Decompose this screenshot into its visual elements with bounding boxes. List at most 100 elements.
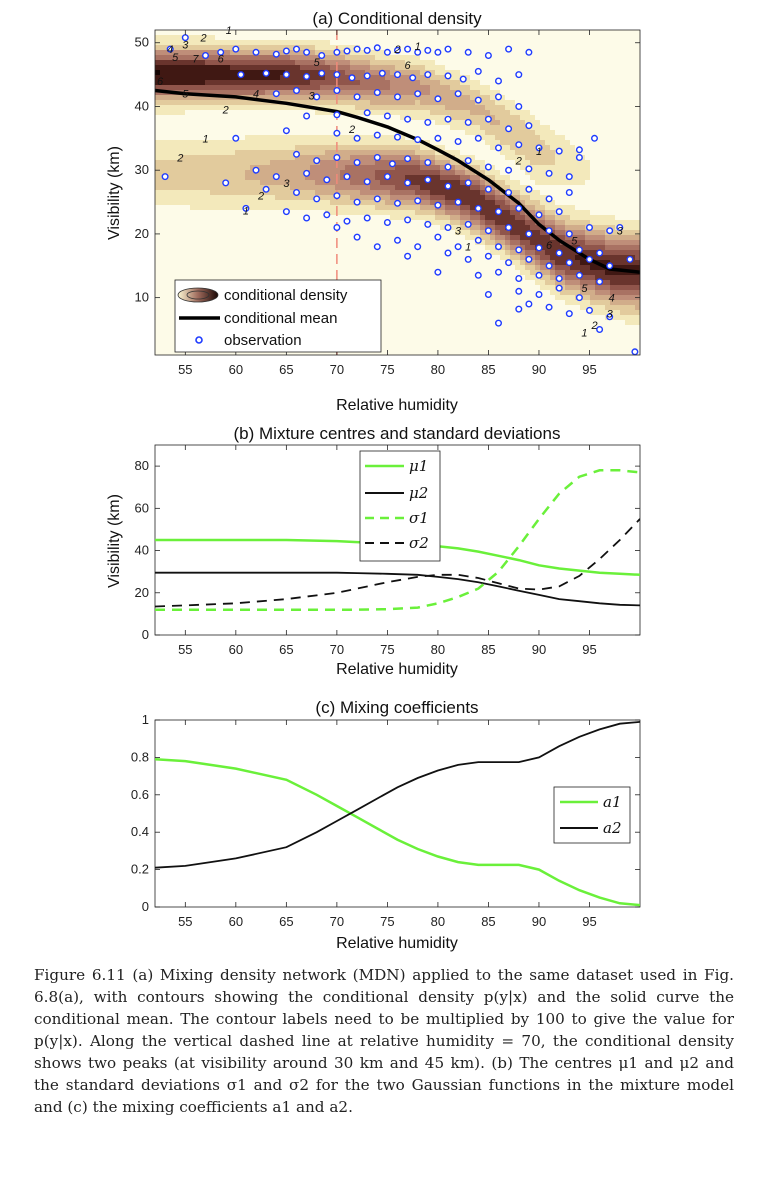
density-cell <box>220 195 226 201</box>
density-cell <box>235 55 241 61</box>
density-cell <box>215 210 221 216</box>
density-cell <box>375 30 381 36</box>
density-cell <box>390 90 396 96</box>
density-cell <box>165 350 171 355</box>
density-cell <box>295 220 301 226</box>
density-cell <box>505 95 511 101</box>
density-cell <box>345 75 351 81</box>
density-cell <box>395 140 401 146</box>
density-cell <box>200 175 206 181</box>
density-cell <box>295 50 301 56</box>
density-cell <box>320 155 326 161</box>
density-cell <box>280 210 286 216</box>
density-cell <box>190 65 196 71</box>
density-cell <box>315 45 321 51</box>
density-cell <box>350 175 356 181</box>
density-cell <box>230 255 236 261</box>
density-cell <box>535 300 541 306</box>
density-cell <box>250 265 256 271</box>
density-cell <box>450 45 456 51</box>
density-cell <box>300 260 306 266</box>
density-cell <box>500 125 506 131</box>
density-cell <box>370 155 376 161</box>
density-cell <box>385 180 391 186</box>
density-cell <box>170 315 176 321</box>
density-cell <box>415 295 421 301</box>
density-cell <box>475 190 481 196</box>
density-cell <box>425 340 431 346</box>
density-cell <box>450 215 456 221</box>
density-cell <box>515 225 521 231</box>
density-cell <box>265 195 271 201</box>
density-cell <box>470 210 476 216</box>
density-cell <box>210 75 216 81</box>
density-cell <box>490 200 496 206</box>
density-cell <box>245 220 251 226</box>
density-cell <box>460 250 466 256</box>
density-cell <box>280 60 286 66</box>
density-cell <box>190 110 196 116</box>
density-cell <box>200 210 206 216</box>
density-cell <box>535 125 541 131</box>
density-cell <box>395 265 401 271</box>
density-cell <box>430 295 436 301</box>
density-cell <box>315 210 321 216</box>
density-cell <box>455 305 461 311</box>
density-cell <box>415 320 421 326</box>
density-cell <box>430 225 436 231</box>
density-cell <box>195 140 201 146</box>
density-cell <box>340 115 346 121</box>
density-cell <box>465 60 471 66</box>
density-cell <box>510 190 516 196</box>
density-cell <box>450 195 456 201</box>
density-cell <box>470 150 476 156</box>
density-cell <box>310 165 316 171</box>
density-cell <box>230 80 236 86</box>
density-cell <box>535 65 541 71</box>
density-cell <box>400 210 406 216</box>
density-cell <box>310 245 316 251</box>
density-cell <box>235 105 241 111</box>
density-cell <box>495 235 501 241</box>
density-cell <box>355 65 361 71</box>
density-cell <box>160 325 166 331</box>
density-cell <box>510 215 516 221</box>
density-cell <box>465 290 471 296</box>
density-cell <box>425 130 431 136</box>
density-cell <box>240 155 246 161</box>
density-cell <box>325 80 331 86</box>
density-cell <box>225 190 231 196</box>
density-cell <box>335 180 341 186</box>
density-cell <box>330 80 336 86</box>
density-cell <box>350 135 356 141</box>
density-cell <box>345 240 351 246</box>
density-cell <box>360 160 366 166</box>
density-cell <box>265 170 271 176</box>
density-cell <box>445 125 451 131</box>
density-cell <box>510 80 516 86</box>
density-cell <box>480 330 486 336</box>
density-cell <box>165 255 171 261</box>
density-cell <box>330 160 336 166</box>
density-cell <box>430 255 436 261</box>
density-cell <box>345 40 351 46</box>
density-cell <box>400 100 406 106</box>
density-cell <box>530 335 536 341</box>
density-cell <box>300 110 306 116</box>
density-cell <box>500 350 506 355</box>
density-cell <box>275 200 281 206</box>
density-cell <box>220 245 226 251</box>
density-cell <box>305 145 311 151</box>
density-cell <box>445 105 451 111</box>
density-cell <box>350 165 356 171</box>
density-cell <box>430 30 436 36</box>
density-cell <box>185 100 191 106</box>
density-cell <box>200 190 206 196</box>
density-cell <box>500 85 506 91</box>
density-cell <box>405 110 411 116</box>
density-cell <box>470 135 476 141</box>
density-cell <box>350 250 356 256</box>
density-cell <box>205 275 211 281</box>
density-cell <box>220 80 226 86</box>
density-cell <box>360 175 366 181</box>
